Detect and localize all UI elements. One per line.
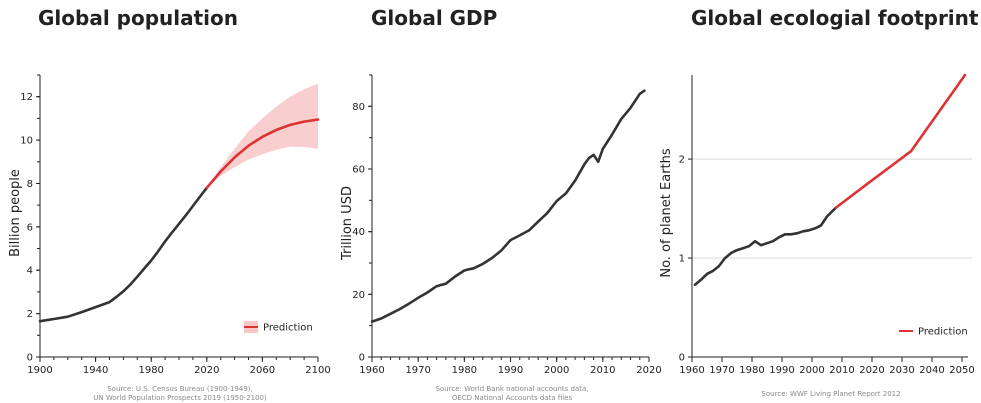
gdp-chart: 0 20 40 60 80 1960 1970 1980 1990 2000 2010 2020 Tri… [340, 74, 662, 376]
x-tick-label: 2020 [859, 365, 884, 376]
population-title: Global population [38, 6, 238, 30]
y-tick-label: 40 [352, 227, 365, 238]
legend-label: Prediction [263, 323, 313, 334]
historical-line [38, 186, 209, 323]
x-tick-label: 1980 [138, 365, 163, 376]
x-tick-label: 1960 [359, 365, 384, 376]
x-tick-label: 2010 [590, 365, 615, 376]
y-tick-label: 2 [679, 155, 685, 166]
y-tick-label: 6 [27, 222, 33, 233]
x-tick-label: 2000 [544, 365, 569, 376]
x-tick-label: 2060 [250, 365, 275, 376]
x-tick-label: 2000 [799, 365, 824, 376]
x-tick-label: 1990 [498, 365, 523, 376]
y-tick-label: 1 [679, 254, 685, 265]
x-tick-label: 1970 [405, 365, 430, 376]
x-tick-label: 1990 [769, 365, 794, 376]
y-axis-title: Trillion USD [340, 186, 355, 261]
y-axis-title: Billion people [8, 169, 23, 257]
x-tick-label: 2020 [636, 365, 661, 376]
population-source: Source: U.S. Census Bureau (1900-1949), … [93, 385, 267, 402]
footprint-source: Source: WWF Living Planet Report 2012 [761, 390, 901, 398]
y-tick-label: 80 [352, 102, 365, 113]
y-tick-label: 20 [352, 290, 365, 301]
y-tick-label: 8 [27, 179, 33, 190]
y-tick-label: 2 [27, 309, 33, 320]
x-tick-label: 1980 [739, 365, 764, 376]
gdp-title: Global GDP [371, 6, 498, 30]
prediction-line [834, 73, 967, 209]
x-tick-label: 2100 [305, 365, 330, 376]
historical-line [370, 89, 646, 323]
population-chart: 0 2 4 6 8 10 12 1900 1940 1980 2020 2060 2100 Billion… [8, 74, 331, 376]
y-tick-label: 4 [27, 266, 33, 277]
y-tick-label: 0 [27, 353, 33, 364]
x-tick-label: 1960 [679, 365, 704, 376]
x-tick-label: 2030 [889, 365, 914, 376]
y-tick-label: 60 [352, 165, 365, 176]
y-tick-label: 0 [679, 353, 685, 364]
x-tick-label: 2020 [194, 365, 219, 376]
x-tick-label: 2050 [949, 365, 974, 376]
x-tick-label: 1940 [83, 365, 108, 376]
x-tick-label: 2040 [919, 365, 944, 376]
x-tick-label: 1970 [709, 365, 734, 376]
legend-label: Prediction [918, 327, 968, 338]
y-tick-label: 0 [359, 353, 365, 364]
x-tick-label: 1900 [27, 365, 52, 376]
gdp-source: Source: World Bank national accounts dat… [435, 385, 589, 402]
footprint-title: Global ecologial footprint [691, 6, 979, 30]
y-tick-label: 10 [20, 136, 33, 147]
y-tick-label: 12 [20, 92, 33, 103]
x-tick-label: 2010 [829, 365, 854, 376]
y-axis-title: No. of planet Earths [659, 148, 674, 278]
x-tick-label: 1980 [452, 365, 477, 376]
historical-line [693, 206, 838, 287]
prediction-line [205, 118, 320, 190]
